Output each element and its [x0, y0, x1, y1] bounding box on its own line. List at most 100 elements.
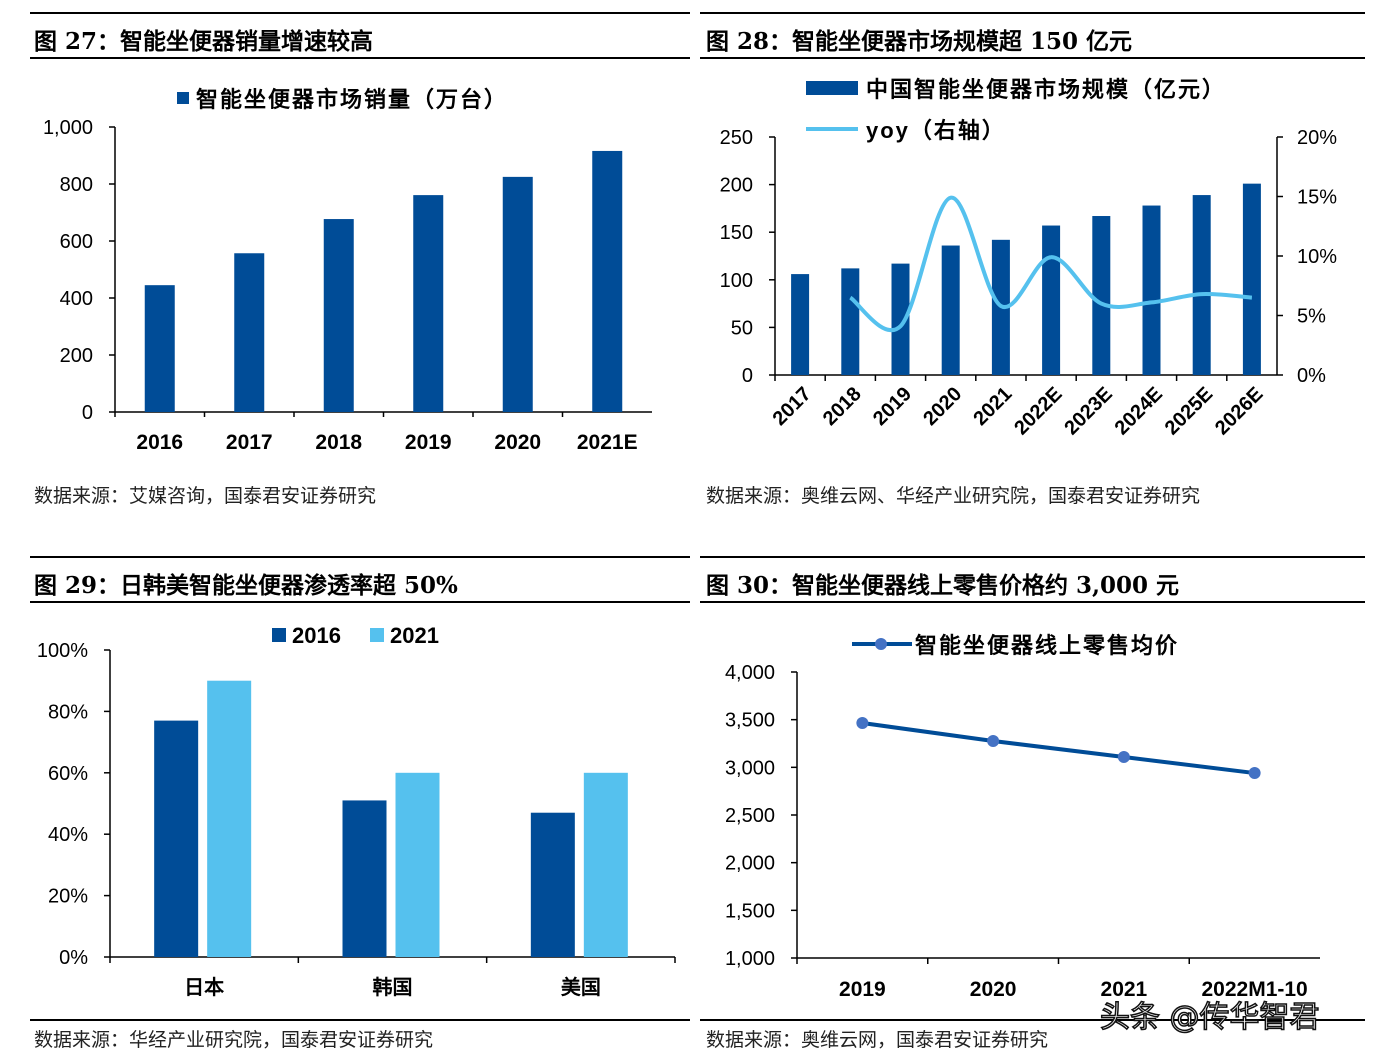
fig30-y-tick-label: 1,000	[725, 948, 775, 970]
fig27-y-tick-label: 800	[60, 174, 93, 196]
fig28-y-tick-label: 100	[720, 270, 753, 292]
fig27-x-label: 2018	[315, 431, 362, 454]
fig30-title: 图 30：智能坐便器线上零售价格约 3,000 元	[706, 572, 1180, 599]
fig30-point	[856, 717, 869, 730]
fig27-source: 数据来源：艾媒咨询，国泰君安证券研究	[34, 485, 377, 507]
fig29-legend-swatch	[272, 628, 286, 642]
fig28-title: 图 28：智能坐便器市场规模超 150 亿元	[706, 28, 1133, 55]
fig28-y-tick-label: 0	[742, 365, 753, 387]
top-rule-left	[30, 12, 690, 14]
fig30-x-label: 2020	[970, 978, 1017, 1001]
fig30-point	[1248, 767, 1261, 780]
fig27-bar	[144, 285, 175, 412]
fig27-x-label: 2021E	[577, 431, 638, 454]
fig29-bar-2021	[395, 772, 440, 957]
fig28-x-label: 2017	[769, 383, 816, 430]
top-rule-right	[700, 12, 1365, 14]
fig28-x-label: 2020	[919, 383, 966, 430]
fig27-bar	[592, 150, 623, 412]
fig28-y2-tick-label: 5%	[1297, 306, 1326, 328]
fig28-y2-tick-label: 15%	[1297, 187, 1337, 209]
fig28-y-tick-label: 200	[720, 175, 753, 197]
fig29-legend-swatch	[370, 628, 384, 642]
fig30-y-tick-label: 4,000	[725, 662, 775, 684]
fig28-legend-label-bar: 中国智能坐便器市场规模（亿元）	[866, 77, 1226, 102]
title-rule-left-2	[30, 601, 690, 603]
fig29-bar-2021	[583, 772, 628, 957]
fig28-bar	[841, 268, 860, 375]
fig30-x-label: 2022M1-10	[1202, 978, 1308, 1001]
fig28-bar	[791, 274, 810, 375]
fig28-x-label: 2025E	[1161, 383, 1217, 439]
fig28-y2-tick-label: 20%	[1297, 127, 1337, 149]
fig28-legend-swatch-bar	[806, 81, 858, 95]
fig28-bar	[1092, 216, 1111, 375]
fig27-y-tick-label: 200	[60, 345, 93, 367]
fig29-y-tick-label: 80%	[48, 701, 88, 723]
title-rule-right	[700, 57, 1365, 59]
fig28-y-tick-label: 50	[731, 317, 753, 339]
fig27-y-tick-label: 600	[60, 231, 93, 253]
fig29-legend-label: 2016	[292, 623, 341, 648]
fig28-bar	[891, 263, 910, 375]
fig30-source: 数据来源：奥维云网，国泰君安证券研究	[706, 1029, 1049, 1051]
fig28-x-label: 2019	[869, 383, 916, 430]
fig28-y2-tick-label: 10%	[1297, 246, 1337, 268]
fig27-title: 图 27：智能坐便器销量增速较高	[34, 28, 374, 55]
fig29-x-label: 日本	[184, 976, 224, 999]
fig27-x-label: 2017	[226, 431, 273, 454]
fig29-source: 数据来源：华经产业研究院，国泰君安证券研究	[34, 1029, 434, 1051]
top-rule-right-2	[700, 556, 1365, 558]
fig27-y-tick-label: 1,000	[43, 117, 93, 139]
top-rule-left-2	[30, 556, 690, 558]
fig27-legend-label: 智能坐便器市场销量（万台）	[196, 87, 508, 112]
fig30-price-line	[862, 721, 1255, 776]
fig29-y-tick-label: 0%	[59, 947, 88, 969]
fig28-x-label: 2021	[969, 383, 1016, 430]
fig27-x-label: 2019	[405, 431, 452, 454]
fig28-bar	[1042, 225, 1061, 375]
fig30-y-tick-label: 3,500	[725, 710, 775, 732]
fig27-y-tick-label: 400	[60, 288, 93, 310]
title-rule-left	[30, 57, 690, 59]
fig30-legend-label: 智能坐便器线上零售均价	[915, 633, 1179, 658]
fig28-x-label: 2026E	[1211, 383, 1267, 439]
fig28-y-tick-label: 250	[720, 127, 753, 149]
fig27-bar	[323, 219, 354, 412]
fig29-bar-2016	[342, 800, 387, 957]
fig27-x-label: 2016	[136, 431, 183, 454]
fig29-bar-2021	[207, 680, 252, 957]
fig29-bar-2016	[154, 720, 199, 957]
fig28-legend-label-line: yoy（右轴）	[866, 118, 1006, 143]
fig30-x-label: 2019	[839, 978, 886, 1001]
fig29-x-label: 韩国	[373, 975, 413, 999]
fig30-point	[987, 735, 1000, 748]
fig29-y-tick-label: 40%	[48, 824, 88, 846]
title-rule-right-2	[700, 601, 1365, 603]
fig28-yoy-line	[849, 195, 1253, 332]
fig28-x-label: 2023E	[1060, 383, 1116, 439]
fig28-bar	[941, 245, 960, 375]
fig27-x-label: 2020	[494, 431, 541, 454]
fig29-y-tick-label: 100%	[37, 640, 88, 662]
fig28-x-label: 2022E	[1010, 383, 1066, 439]
fig28-x-label: 2018	[819, 383, 866, 430]
fig28-bar	[1192, 195, 1211, 375]
fig27-legend-swatch	[177, 92, 189, 104]
fig28-bar	[1142, 205, 1161, 375]
fig30-legend-marker	[875, 638, 887, 650]
fig29-x-label: 美国	[561, 975, 601, 999]
fig29-y-tick-label: 20%	[48, 886, 88, 908]
fig30-y-tick-label: 2,500	[725, 805, 775, 827]
fig30-y-tick-label: 2,000	[725, 853, 775, 875]
fig30-y-tick-label: 3,000	[725, 757, 775, 779]
bottom-rule-left	[30, 1019, 690, 1021]
fig28-y-tick-label: 150	[720, 222, 753, 244]
fig29-title: 图 29：日韩美智能坐便器渗透率超 50%	[34, 572, 458, 599]
fig30-y-tick-label: 1,500	[725, 900, 775, 922]
fig27-bar	[413, 195, 444, 412]
fig28-bar	[1242, 183, 1261, 375]
fig28-y2-tick-label: 0%	[1297, 365, 1326, 387]
fig29-bar-2016	[530, 812, 575, 957]
